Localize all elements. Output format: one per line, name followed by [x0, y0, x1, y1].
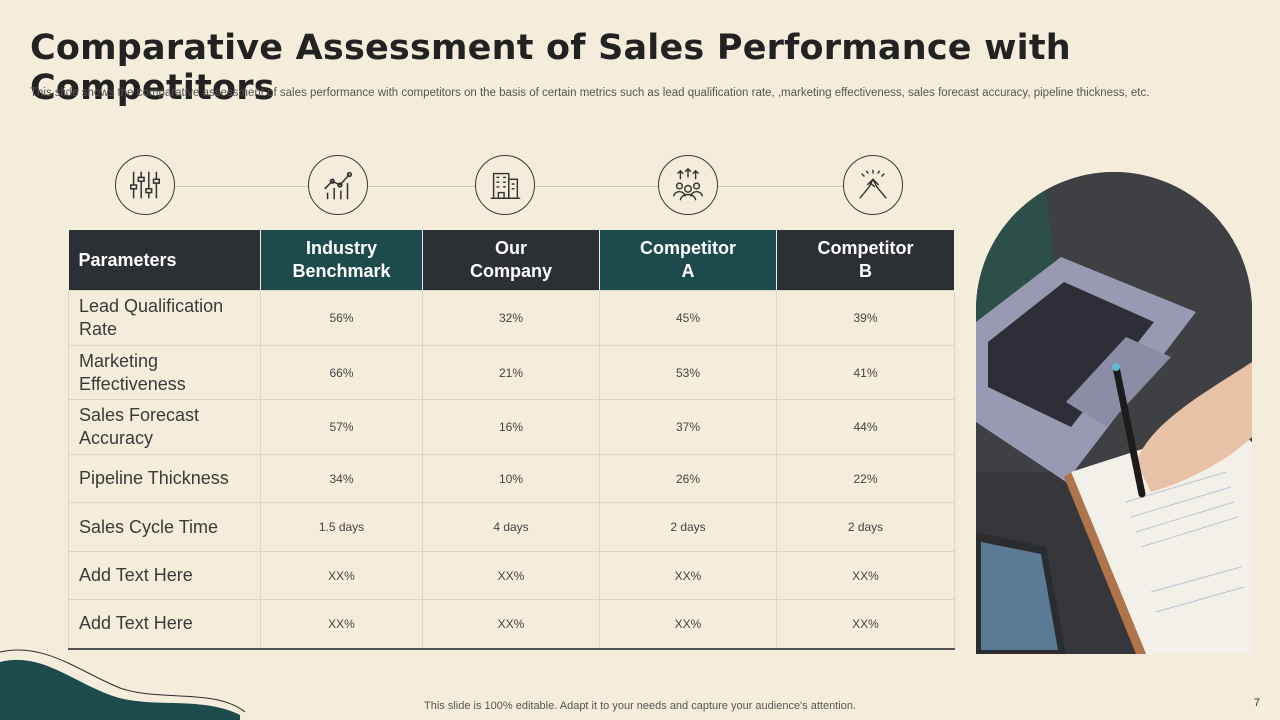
- param-line1: Lead Qualification: [79, 296, 224, 316]
- header-comp-b-line1: Competitor: [817, 238, 914, 258]
- row-param: Add Text Here: [68, 551, 261, 600]
- param-line2: Effectiveness: [79, 373, 186, 394]
- cell-comp-b: 2 days: [776, 502, 955, 552]
- param-line1: Marketing: [79, 350, 159, 371]
- cell-industry: XX%: [260, 599, 423, 650]
- cell-comp-b: 41%: [776, 345, 955, 400]
- header-our-company: Our Company: [422, 230, 600, 291]
- slide-title: Comparative Assessment of Sales Performa…: [30, 28, 1071, 108]
- cell-our: XX%: [422, 599, 600, 650]
- building-icon: [475, 155, 535, 215]
- slide-subtitle: This slide shows the comparative assessm…: [30, 87, 1150, 99]
- table-header-row: Parameters Industry Benchmark Our Company …: [68, 230, 955, 291]
- cell-industry: 66%: [260, 345, 423, 400]
- table-row: Marketing Effectiveness 66% 21% 53% 41%: [68, 345, 955, 400]
- cell-comp-b: XX%: [776, 599, 955, 650]
- header-our-line1: Our: [494, 238, 527, 258]
- row-param: Sales Cycle Time: [68, 502, 261, 552]
- header-industry-line2: Benchmark: [292, 261, 391, 281]
- cell-industry: XX%: [260, 551, 423, 600]
- header-parameters: Parameters: [68, 230, 261, 291]
- cell-our: 4 days: [422, 502, 600, 552]
- cell-comp-a: XX%: [599, 599, 777, 650]
- row-param: Lead Qualification Rate: [68, 290, 261, 346]
- cell-our: 21%: [422, 345, 600, 400]
- cell-industry: 1.5 days: [260, 502, 423, 552]
- cell-industry: 56%: [260, 290, 423, 346]
- cell-our: 16%: [422, 399, 600, 455]
- table-row: Sales Cycle Time 1.5 days 4 days 2 days …: [68, 502, 955, 552]
- cell-comp-a: 37%: [599, 399, 777, 455]
- row-param: Pipeline Thickness: [68, 454, 261, 503]
- cell-comp-b: 22%: [776, 454, 955, 503]
- header-comp-b-line2: B: [859, 261, 872, 281]
- cell-comp-a: 45%: [599, 290, 777, 346]
- row-param: Marketing Effectiveness: [68, 345, 261, 400]
- header-comp-a-line2: A: [681, 261, 695, 281]
- cell-our: XX%: [422, 551, 600, 600]
- footer-note: This slide is 100% editable. Adapt it to…: [424, 700, 856, 712]
- row-param: Add Text Here: [68, 599, 261, 650]
- cell-comp-a: 2 days: [599, 502, 777, 552]
- laptop-notebook-photo: [976, 172, 1252, 654]
- comparison-table: Parameters Industry Benchmark Our Company …: [68, 230, 955, 650]
- header-industry-benchmark: Industry Benchmark: [260, 230, 423, 291]
- cell-comp-a: 53%: [599, 345, 777, 400]
- cell-comp-a: 26%: [599, 454, 777, 503]
- cell-industry: 57%: [260, 399, 423, 455]
- icon-rail: [115, 155, 905, 217]
- cell-industry: 34%: [260, 454, 423, 503]
- table-row: Pipeline Thickness 34% 10% 26% 22%: [68, 454, 955, 503]
- cell-comp-b: 39%: [776, 290, 955, 346]
- param-line1: Sales Forecast: [79, 405, 200, 425]
- cell-comp-a: XX%: [599, 551, 777, 600]
- param-line2: Rate: [79, 319, 118, 339]
- table-row: Add Text Here XX% XX% XX% XX%: [68, 599, 955, 650]
- table-row: Sales Forecast Accuracy 57% 16% 37% 44%: [68, 399, 955, 455]
- cell-our: 32%: [422, 290, 600, 346]
- handshake-icon: [843, 155, 903, 215]
- table-row: Lead Qualification Rate 56% 32% 45% 39%: [68, 290, 955, 346]
- param-line2: Accuracy: [79, 428, 154, 448]
- cell-comp-b: XX%: [776, 551, 955, 600]
- header-industry-line1: Industry: [305, 238, 377, 258]
- team-growth-icon: [658, 155, 718, 215]
- cell-our: 10%: [422, 454, 600, 503]
- header-competitor-b: Competitor B: [776, 230, 955, 291]
- row-param: Sales Forecast Accuracy: [68, 399, 261, 455]
- table-row: Add Text Here XX% XX% XX% XX%: [68, 551, 955, 600]
- growth-chart-icon: [308, 155, 368, 215]
- header-our-line2: Company: [469, 261, 552, 281]
- decorative-wave-shape: [0, 649, 246, 720]
- sliders-icon: [115, 155, 175, 215]
- header-comp-a-line1: Competitor: [640, 238, 736, 258]
- page-number: 7: [1253, 697, 1260, 709]
- cell-comp-b: 44%: [776, 399, 955, 455]
- header-competitor-a: Competitor A: [599, 230, 777, 291]
